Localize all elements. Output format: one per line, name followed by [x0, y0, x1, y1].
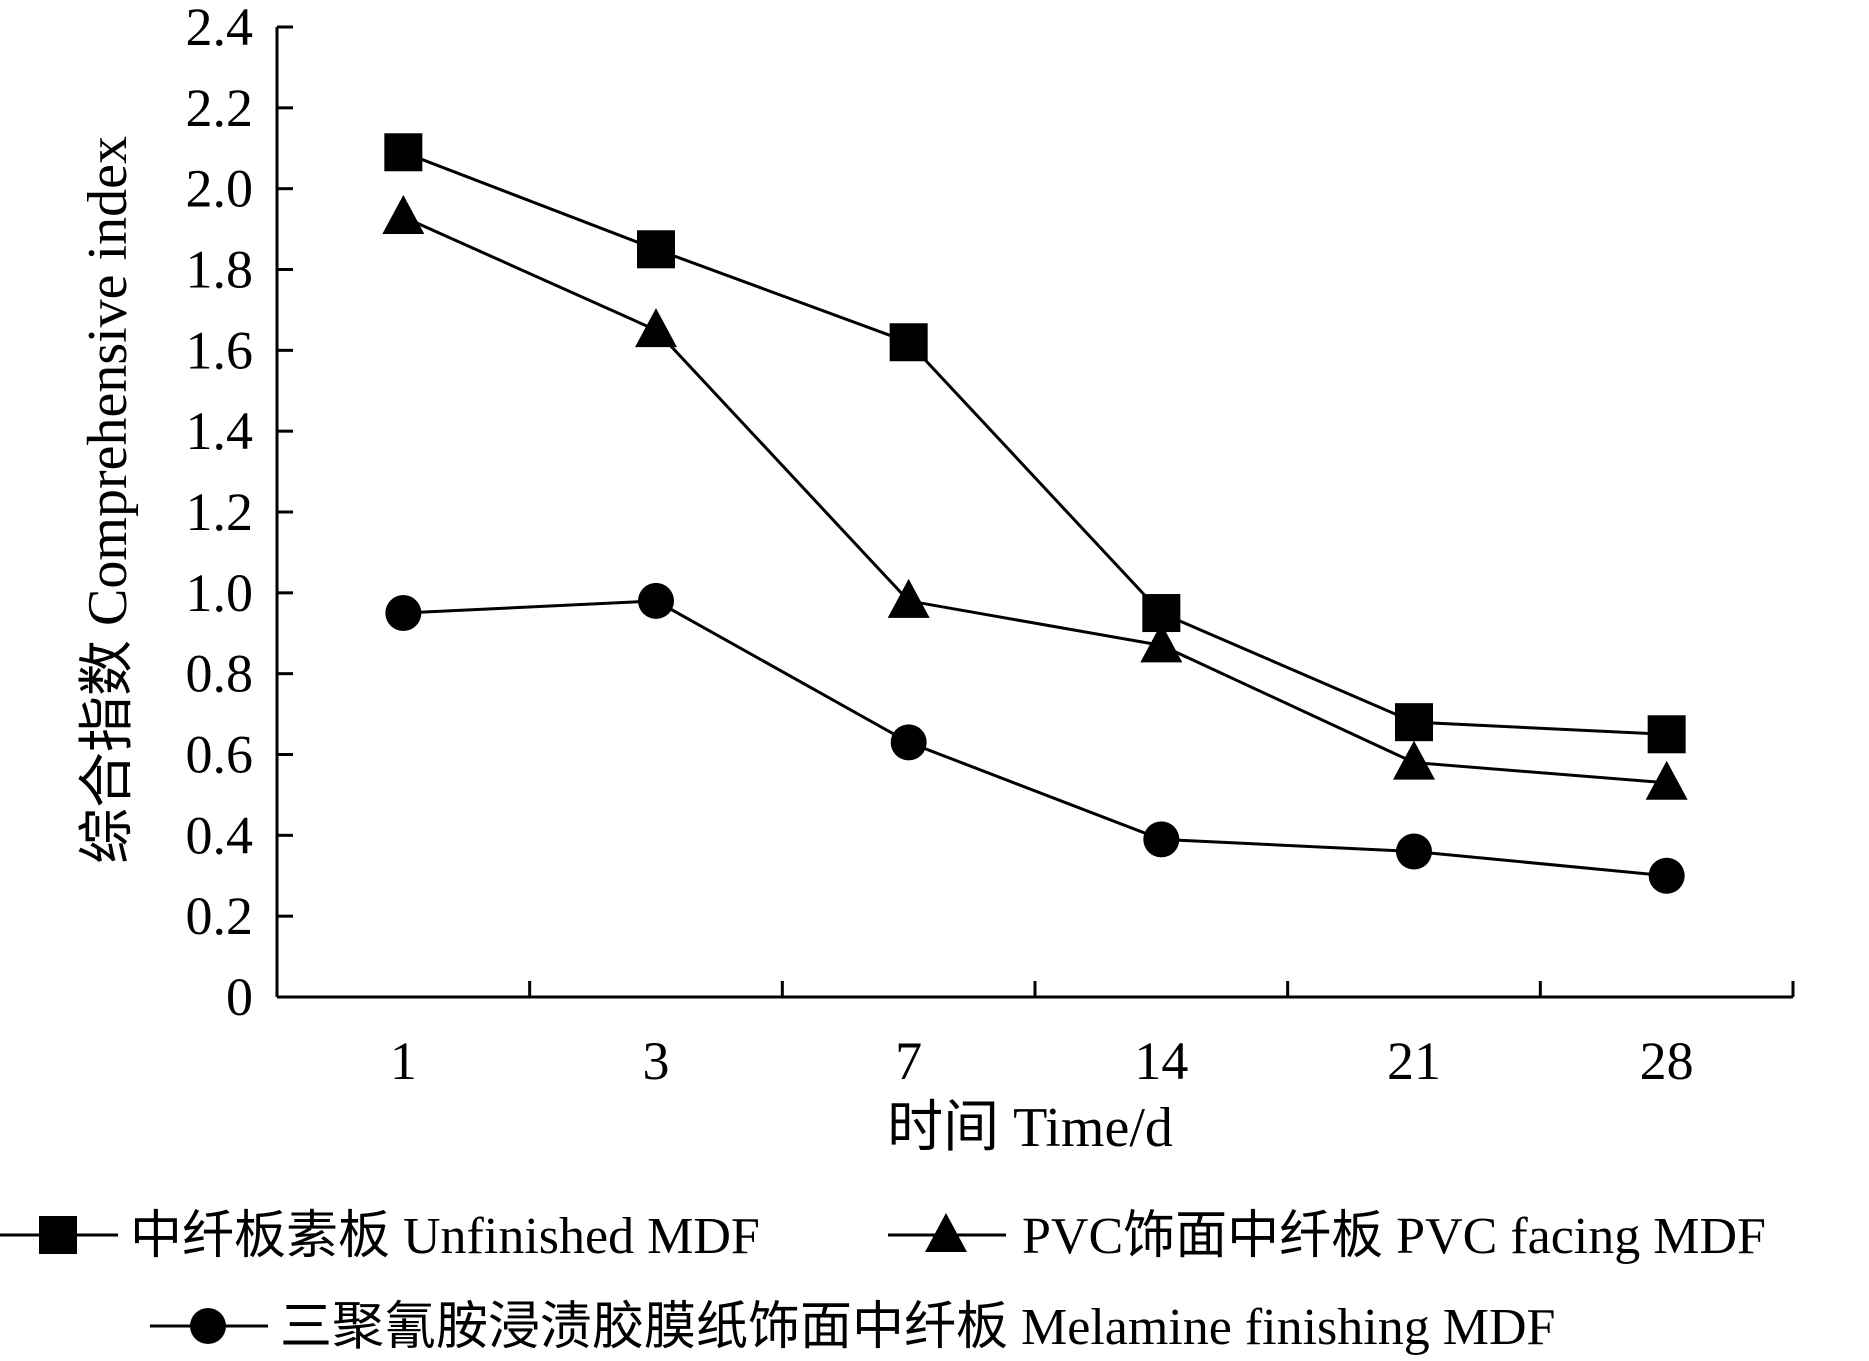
data-point-circle — [1396, 833, 1432, 870]
y-tick-label: 2.2 — [186, 78, 254, 138]
series-line-circle — [403, 599, 1667, 878]
legend-marker-triangle — [925, 1213, 967, 1252]
data-point-circle — [385, 595, 422, 632]
y-axis-title: 综合指数 Comprehensive index — [77, 136, 139, 864]
y-axis-ticks: 0 0.2 0.4 0.6 0.8 1.0 1.2 1.4 1.6 1.8 2.0 2.2 2.4 — [186, 0, 293, 1027]
x-axis-ticks: 1 3 7 14 21 28 — [390, 981, 1795, 1091]
data-point-triangle — [1393, 740, 1435, 780]
x-tick-label: 14 — [1134, 1031, 1188, 1091]
y-tick-label: 0.6 — [186, 725, 254, 785]
series-line-square — [402, 150, 1667, 736]
data-point-circle — [1648, 857, 1685, 894]
legend-item-circle: 三聚氰胺浸渍胶膜纸饰面中纤板 Melamine finishing MDF — [150, 1299, 1555, 1356]
legend-label: 三聚氰胺浸渍胶膜纸饰面中纤板 Melamine finishing MDF — [280, 1299, 1555, 1356]
x-tick-label: 21 — [1387, 1031, 1441, 1091]
data-point-square — [1395, 703, 1433, 742]
y-tick-label: 0.4 — [186, 805, 254, 865]
series-circle — [385, 582, 1685, 894]
legend-label: 中纤板素板 Unfinished MDF — [130, 1208, 760, 1265]
y-tick-label: 1.6 — [186, 320, 254, 380]
legend-item-triangle: PVC饰面中纤板 PVC facing MDF — [888, 1208, 1766, 1265]
data-point-circle — [890, 724, 927, 761]
x-tick-label: 28 — [1640, 1031, 1694, 1091]
y-tick-label: 1.0 — [186, 563, 254, 623]
data-point-triangle — [1140, 623, 1183, 663]
y-tick-label: 2.4 — [186, 0, 254, 57]
data-point-triangle — [382, 194, 425, 234]
series-line-triangle — [402, 215, 1667, 785]
x-tick-label: 3 — [643, 1031, 670, 1091]
x-axis-title: 时间 Time/d — [887, 1097, 1173, 1159]
legend: 中纤板素板 Unfinished MDF PVC饰面中纤板 PVC facing … — [0, 1208, 1766, 1356]
data-point-triangle — [887, 578, 930, 618]
data-point-triangle — [635, 308, 677, 348]
legend-label: PVC饰面中纤板 PVC facing MDF — [1022, 1208, 1766, 1265]
y-tick-label: 0 — [226, 967, 253, 1027]
data-point-square — [1647, 715, 1686, 754]
data-point-square — [384, 133, 423, 172]
x-tick-label: 7 — [895, 1031, 922, 1091]
series-triangle — [382, 194, 1688, 800]
axes — [275, 27, 1793, 999]
y-tick-label: 1.4 — [186, 401, 254, 461]
y-tick-label: 2.0 — [186, 159, 254, 219]
y-tick-label: 1.8 — [186, 240, 254, 300]
y-tick-label: 0.8 — [186, 644, 254, 704]
data-point-square — [889, 323, 928, 362]
legend-item-square: 中纤板素板 Unfinished MDF — [0, 1208, 760, 1265]
y-tick-label: 0.2 — [186, 886, 254, 946]
data-point-triangle — [1645, 760, 1688, 800]
legend-marker-circle — [190, 1308, 226, 1344]
legend-marker-square — [39, 1216, 77, 1254]
data-point-circle — [1143, 821, 1180, 858]
data-point-circle — [638, 582, 674, 619]
x-tick-label: 1 — [390, 1031, 417, 1091]
series-layer — [382, 133, 1688, 894]
data-point-square — [637, 230, 675, 269]
y-tick-label: 1.2 — [186, 482, 254, 542]
series-square — [384, 133, 1686, 754]
